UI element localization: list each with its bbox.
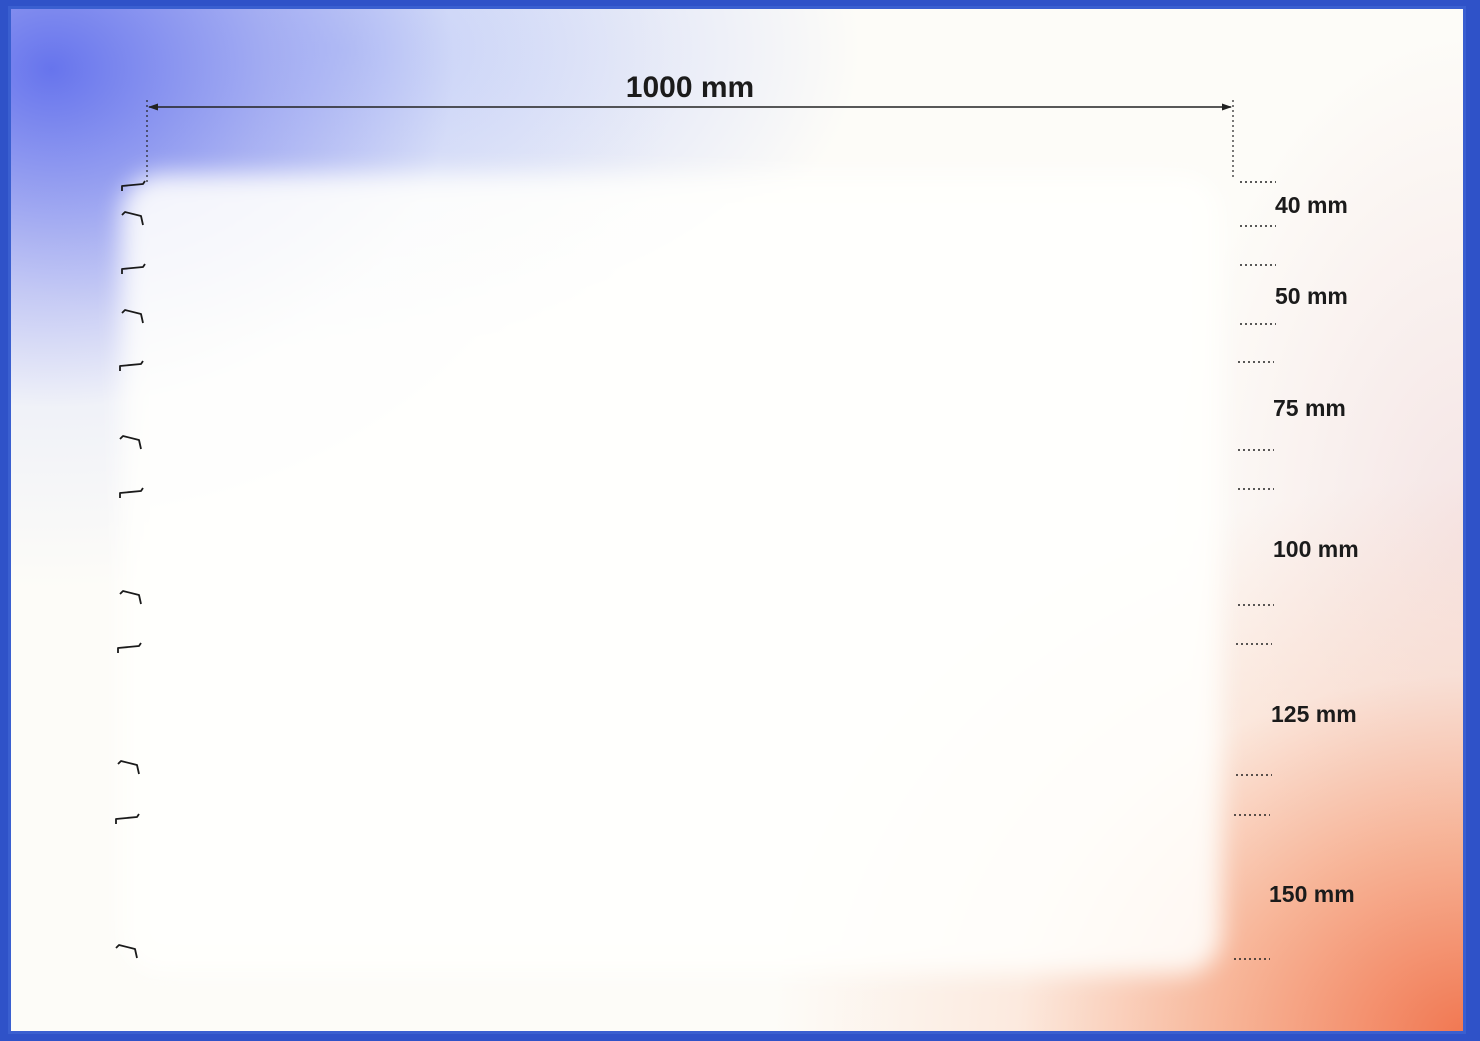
width-dimension: 1000 mm [146,71,1234,182]
thickness-label: 125 mm [1271,701,1357,727]
panel-1: 40 mm [121,180,1348,227]
thickness-label: 40 mm [1275,192,1348,218]
thickness-label: 50 mm [1275,283,1348,309]
panel-top-skin [115,813,140,824]
width-label: 1000 mm [626,71,754,104]
panel-2: 50 mm [121,263,1348,325]
panel-profiles: 40 mm 50 mm 75 mm 100 mm 125 mm 150 mm [115,180,1359,960]
panel-6: 150 mm [115,813,1355,960]
panel-top-skin [119,487,144,498]
panel-top-skin [119,360,144,371]
thickness-label: 75 mm [1273,395,1346,421]
panel-5: 125 mm [117,642,1357,776]
panel-bottom-skin [121,309,144,324]
panel-top-skin [117,642,142,653]
diagram-frame [8,6,1466,1034]
panel-top-skin [121,180,146,191]
panel-top-skin [121,263,146,274]
panel-bottom-skin [121,211,144,226]
thickness-label: 150 mm [1269,881,1355,907]
thickness-label: 100 mm [1273,536,1359,562]
panel-3: 75 mm [119,360,1346,451]
panel-bottom-skin [117,760,140,775]
panel-bottom-skin [115,944,138,959]
panel-bottom-skin [119,435,142,450]
panel-4: 100 mm [119,487,1359,606]
panel-bottom-skin [119,590,142,605]
